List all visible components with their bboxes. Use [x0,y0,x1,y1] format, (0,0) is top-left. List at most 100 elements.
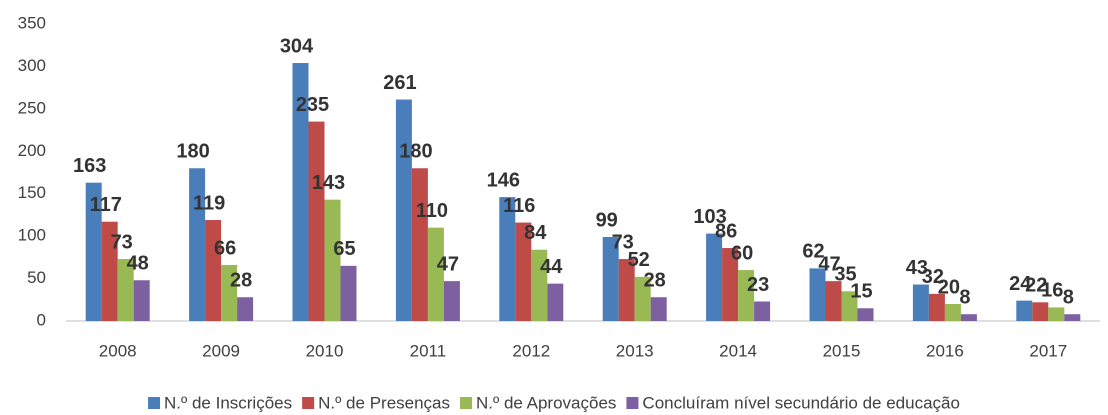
bar [618,259,635,321]
value-label: 180 [399,141,432,163]
value-label: 47 [437,253,459,275]
y-tick-label: 250 [18,98,46,117]
value-label: 28 [230,270,252,292]
bar [292,63,309,321]
bar [340,265,357,321]
value-label: 48 [127,253,149,275]
value-label: 86 [715,220,737,242]
value-label: 24 [1009,273,1032,295]
legend-label: N.º de Inscrições [164,393,292,412]
value-label: 23 [747,274,769,296]
bar [1064,314,1081,321]
y-tick-label: 150 [18,183,46,202]
x-tick-label: 2013 [616,341,654,360]
value-label: 143 [312,172,345,194]
value-label: 119 [193,192,225,214]
bar [324,199,341,321]
bar [1016,300,1033,321]
value-label: 15 [850,281,872,303]
y-tick-label: 350 [18,13,46,32]
value-label: 28 [644,270,666,292]
value-label: 8 [959,286,970,308]
value-label: 47 [818,253,840,275]
x-tick-label: 2017 [1029,341,1067,360]
bar [754,301,771,321]
legend-label: N.º de Presenças [318,393,450,412]
bar [912,284,929,321]
value-label: 261 [383,72,416,94]
bar [205,220,222,321]
bar [841,291,858,321]
value-label: 84 [524,222,547,244]
bar [944,304,961,321]
bar [515,222,532,321]
bar [1032,302,1049,321]
bar [928,293,945,321]
bar [738,270,755,321]
bar [189,168,206,321]
y-tick-label: 200 [18,141,46,160]
y-tick-label: 100 [18,226,46,245]
bar [499,197,516,321]
bar [809,268,826,321]
value-label: 110 [416,200,448,222]
x-tick-label: 2014 [719,341,757,360]
value-label: 62 [802,241,824,263]
x-tick-label: 2015 [823,341,861,360]
value-label: 20 [938,276,960,298]
bar [395,99,412,321]
bar [547,283,564,321]
value-label: 103 [693,206,726,228]
bar [117,259,134,321]
bar [825,281,842,321]
bar [411,168,428,321]
bar [634,276,651,321]
x-tick-label: 2009 [202,341,240,360]
legend-label: N.º de Aprovações [476,393,616,412]
bar [1048,307,1065,321]
y-tick-label: 0 [37,310,46,329]
value-label: 99 [596,209,618,231]
y-tick-label: 300 [18,56,46,75]
bar [221,264,238,321]
legend-swatch [626,397,639,409]
bar [133,280,150,321]
x-tick-label: 2011 [410,341,447,360]
value-label: 304 [280,35,314,57]
value-label: 116 [503,195,535,217]
value-label: 163 [73,155,106,177]
bar [531,249,548,321]
bar [237,297,254,321]
bar [101,221,118,321]
value-label: 35 [834,264,856,286]
value-label: 16 [1041,280,1063,302]
x-tick-label: 2016 [926,341,964,360]
value-label: 73 [612,231,634,253]
bar [85,182,102,321]
value-label: 43 [906,257,928,279]
bar [650,297,667,321]
value-label: 65 [333,238,355,260]
value-label: 180 [176,141,209,163]
x-tick-label: 2010 [306,341,344,360]
bar [602,236,619,321]
x-tick-label: 2008 [99,341,137,360]
value-label: 117 [90,194,122,216]
x-tick-label: 2012 [512,341,550,360]
bar [706,233,723,321]
legend-swatch [148,397,161,409]
value-label: 73 [111,231,133,253]
bar [308,121,325,321]
value-label: 66 [214,237,236,259]
bar [960,314,977,321]
value-label: 22 [1025,275,1047,297]
value-label: 32 [922,266,944,288]
legend-label: Concluíram nível secundário de educação [642,393,960,412]
legend-swatch [302,397,315,409]
legend-swatch [460,397,473,409]
bar [427,227,444,321]
y-tick-label: 50 [27,268,46,287]
bar [722,248,739,321]
value-label: 52 [628,249,650,271]
value-label: 146 [487,169,520,191]
